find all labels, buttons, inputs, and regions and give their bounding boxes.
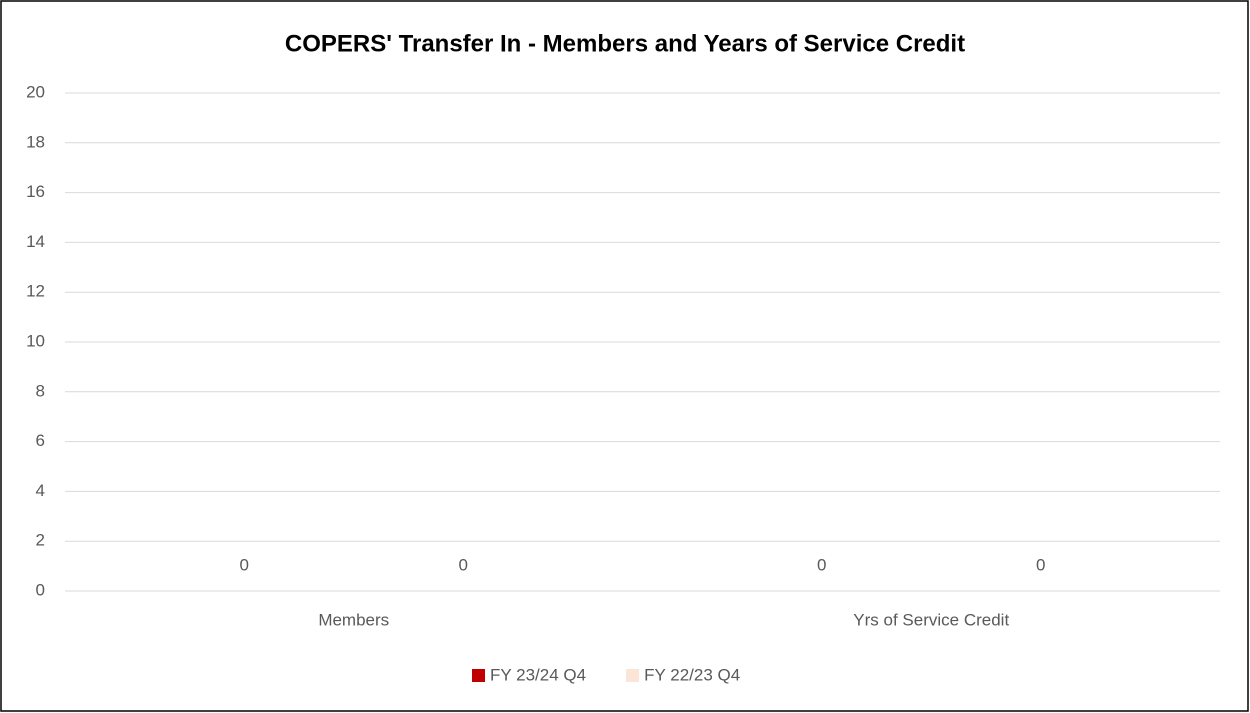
legend-swatch <box>472 669 485 682</box>
y-tick-label: 8 <box>36 381 45 400</box>
data-label: 0 <box>240 555 249 574</box>
y-tick-label: 12 <box>26 282 45 301</box>
legend-label: FY 23/24 Q4 <box>490 665 586 684</box>
y-tick-label: 20 <box>26 82 45 101</box>
y-tick-label: 14 <box>26 232 45 251</box>
data-label: 0 <box>817 555 826 574</box>
y-tick-label: 16 <box>26 182 45 201</box>
y-tick-label: 18 <box>26 132 45 151</box>
chart-title: COPERS' Transfer In - Members and Years … <box>285 30 965 57</box>
y-tick-label: 4 <box>36 481 45 500</box>
x-tick-label: Yrs of Service Credit <box>853 610 1009 629</box>
y-tick-label: 10 <box>26 331 45 350</box>
legend-label: FY 22/23 Q4 <box>644 665 740 684</box>
legend-swatch <box>626 669 640 682</box>
y-tick-label: 2 <box>36 531 45 550</box>
data-label: 0 <box>1036 555 1045 574</box>
y-tick-label: 0 <box>36 580 45 599</box>
y-tick-label: 6 <box>36 431 45 450</box>
data-label: 0 <box>459 555 468 574</box>
x-tick-label: Members <box>318 610 389 629</box>
